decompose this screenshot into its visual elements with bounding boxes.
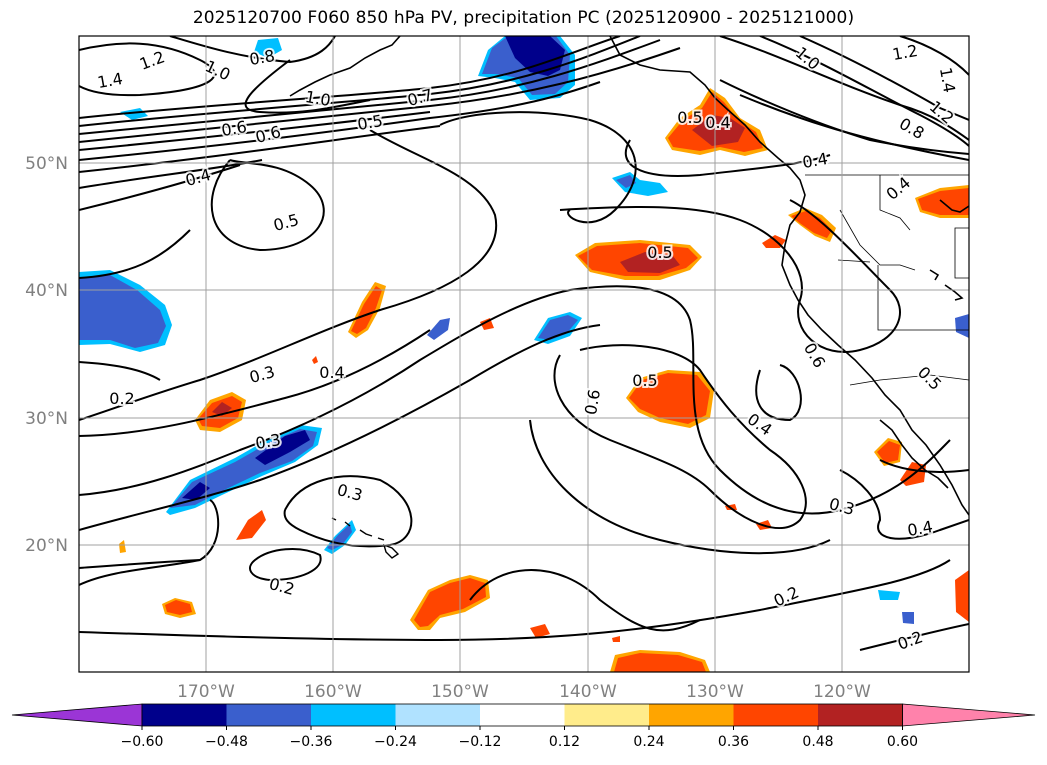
contour-label: 0.5 <box>271 210 301 235</box>
contour-label: 0.3 <box>827 494 857 519</box>
contour-label: 0.4 <box>744 409 776 439</box>
colorbar-segment <box>564 704 650 726</box>
precip-shading <box>79 36 969 672</box>
contour-label: 0.4 <box>882 173 914 204</box>
colorbar <box>11 703 1036 727</box>
colorbar-segment <box>818 704 903 726</box>
colorbar-tick-label: 0.12 <box>549 734 580 750</box>
lat-label: 50°N <box>25 154 68 174</box>
lat-label: 30°N <box>25 409 68 429</box>
contour-label: 0.5 <box>914 363 945 394</box>
colorbar-tick-label: 0.48 <box>802 734 833 750</box>
contour-label: 0.4 <box>705 113 730 132</box>
lon-label: 130°W <box>686 682 744 702</box>
contour-label: 0.4 <box>319 363 344 382</box>
colorbar-tick-label: −0.24 <box>374 734 417 750</box>
contour-label: 0.6 <box>581 388 604 416</box>
contour-label: 0.5 <box>632 371 657 390</box>
contour-label: 0.8 <box>248 46 276 69</box>
contour-label: 1.0 <box>304 87 332 110</box>
lon-label: 170°W <box>177 682 235 702</box>
contour-label: 1.0 <box>202 56 233 84</box>
contour-label: 0.6 <box>800 339 829 371</box>
graticule <box>79 36 969 672</box>
contour-label: 0.4 <box>801 149 829 172</box>
map-title: 2025120700 F060 850 hPa PV, precipitatio… <box>192 8 855 28</box>
contour-label: 0.5 <box>356 111 384 134</box>
contour-label: 1.2 <box>137 47 167 74</box>
contour-label: 0.4 <box>906 517 934 540</box>
colorbar-min-arrow <box>11 703 143 727</box>
lat-label: 20°N <box>25 536 68 556</box>
colorbar-max-arrow <box>902 703 1036 727</box>
colorbar-tick-label: 0.36 <box>718 734 749 750</box>
borders <box>805 174 969 386</box>
contour-label: 0.5 <box>677 108 702 127</box>
colorbar-segment <box>649 704 734 726</box>
lon-label: 140°W <box>559 682 617 702</box>
colorbar-tick-label: 0.60 <box>887 734 918 750</box>
contour-label: 1.4 <box>96 69 124 92</box>
contour-label: 0.3 <box>247 362 277 387</box>
colorbar-tick-label: −0.48 <box>205 734 248 750</box>
colorbar-segment <box>142 704 227 726</box>
colorbar-segment <box>395 704 481 726</box>
colorbar-tick-label: −0.36 <box>290 734 333 750</box>
colorbar-tick-label: −0.60 <box>121 734 164 750</box>
contour-label: 0.6 <box>220 117 248 140</box>
colorbar-frame <box>141 703 903 727</box>
contour-label: 0.2 <box>895 627 925 654</box>
contour-label: 0.6 <box>253 122 283 147</box>
contour-label: 0.3 <box>335 480 365 505</box>
colorbar-segment <box>226 704 312 726</box>
contour-label: 1.4 <box>936 66 959 94</box>
colorbar-segment <box>311 704 396 726</box>
lon-label: 120°W <box>813 682 871 702</box>
pv-contours <box>79 36 969 651</box>
longitude-labels: 170°W 160°W 150°W 140°W 130°W 120°W <box>177 682 871 702</box>
lon-label: 160°W <box>304 682 362 702</box>
map-frame <box>78 35 970 673</box>
colorbar-tick-label: −0.12 <box>459 734 502 750</box>
contour-label: 1.0 <box>792 43 824 74</box>
colorbar-ticks: −0.60 −0.48 −0.36 −0.24 −0.12 0.12 0.24 0.36 0.4… <box>121 726 918 750</box>
colorbar-segment <box>733 704 819 726</box>
coastlines <box>289 36 969 516</box>
contour-label: 0.8 <box>896 114 928 143</box>
lat-label: 40°N <box>25 281 68 301</box>
contour-label: 0.2 <box>109 389 134 408</box>
hawaii-islands <box>331 517 400 559</box>
contour-label: 1.2 <box>891 41 919 64</box>
contour-label: 0.5 <box>647 243 672 262</box>
colorbar-segment <box>480 704 565 726</box>
colorbar-tick-label: 0.24 <box>633 734 664 750</box>
lon-label: 150°W <box>431 682 489 702</box>
contour-label: 0.4 <box>183 165 213 190</box>
latitude-labels: 50°N 40°N 30°N 20°N <box>25 154 68 556</box>
